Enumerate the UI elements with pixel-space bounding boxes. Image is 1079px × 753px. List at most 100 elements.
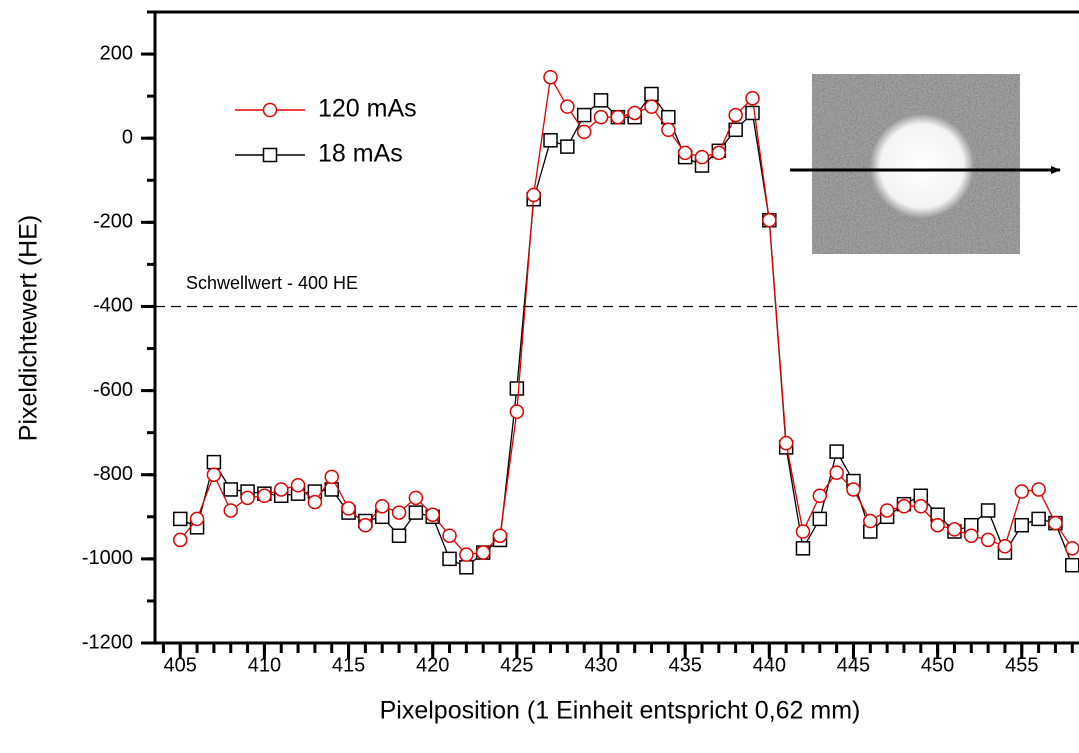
data-point	[576, 107, 592, 123]
x-axis-title: Pixelposition (1 Einheit entspricht 0,62…	[380, 697, 861, 725]
data-point	[240, 490, 255, 506]
legend-marker	[262, 147, 278, 163]
data-point	[661, 109, 676, 125]
data-point	[576, 124, 592, 140]
data-point	[896, 499, 912, 514]
legend-marker	[262, 102, 278, 118]
x-tick-label: 440	[753, 654, 786, 676]
data-point	[341, 501, 356, 516]
data-point	[829, 444, 844, 459]
data-point	[661, 122, 676, 138]
data-point	[189, 511, 205, 527]
data-point	[644, 99, 659, 114]
data-point	[1031, 482, 1046, 497]
data-point	[172, 511, 188, 527]
data-point	[442, 528, 457, 543]
data-point	[560, 139, 575, 154]
data-point	[846, 482, 861, 497]
data-point	[593, 93, 609, 108]
data-point	[964, 528, 979, 543]
y-tick-label: 0	[122, 126, 133, 148]
data-point	[324, 469, 339, 485]
legend-label: 18 mAs	[318, 140, 403, 168]
data-point	[358, 517, 373, 533]
data-point	[677, 145, 693, 161]
data-point	[812, 488, 828, 504]
data-point	[1014, 484, 1030, 499]
data-point	[778, 435, 794, 451]
data-point	[829, 465, 844, 480]
data-point	[172, 532, 188, 548]
data-point	[610, 109, 626, 125]
data-point	[745, 90, 760, 106]
data-point	[947, 522, 962, 537]
data-point	[913, 499, 929, 514]
y-axis-title: Pixeldichtewert (HE)	[15, 215, 43, 441]
data-point	[711, 145, 727, 161]
data-point	[560, 99, 575, 114]
data-point	[290, 478, 306, 493]
data-point	[492, 528, 508, 543]
y-tick-label: -800	[93, 463, 133, 485]
x-tick-label: 410	[248, 654, 281, 676]
data-point	[526, 187, 541, 203]
data-point	[1065, 541, 1079, 556]
data-point	[863, 513, 878, 529]
inset-image	[790, 74, 1061, 254]
data-point	[694, 149, 710, 165]
y-tick-label: -1200	[82, 631, 133, 653]
data-point	[762, 212, 777, 228]
data-point	[543, 133, 558, 148]
data-point	[509, 381, 525, 396]
data-point	[879, 503, 895, 518]
data-point	[391, 528, 407, 543]
data-point	[425, 507, 440, 522]
data-point	[475, 545, 491, 560]
x-tick-label: 435	[668, 654, 701, 676]
data-point	[459, 560, 474, 575]
data-point	[257, 488, 272, 504]
data-point	[509, 404, 525, 419]
data-point	[307, 494, 323, 510]
y-tick-label: -200	[93, 211, 133, 233]
data-point	[745, 105, 760, 121]
data-point	[442, 551, 457, 567]
data-point	[206, 454, 222, 470]
x-tick-label: 430	[584, 654, 617, 676]
data-point	[543, 69, 558, 85]
x-tick-label: 415	[332, 654, 365, 676]
data-point	[374, 499, 390, 514]
x-tick-label: 420	[416, 654, 449, 676]
data-point	[593, 109, 609, 125]
x-tick-label: 405	[164, 654, 197, 676]
data-point	[980, 503, 996, 518]
data-point	[1031, 511, 1046, 527]
data-point	[728, 107, 743, 123]
data-point	[812, 511, 828, 527]
data-point	[391, 505, 407, 520]
legend-label: 120 mAs	[318, 95, 417, 123]
data-point	[273, 482, 289, 497]
data-point	[1014, 517, 1030, 533]
data-point	[1048, 515, 1063, 531]
data-point	[795, 524, 811, 539]
data-point	[408, 490, 424, 506]
y-tick-label: -600	[93, 379, 133, 401]
data-point	[1065, 557, 1079, 573]
threshold-label: Schwellwert - 400 HE	[186, 273, 358, 293]
x-tick-label: 445	[837, 654, 870, 676]
y-tick-label: -400	[93, 295, 133, 317]
data-point	[930, 517, 945, 533]
y-tick-label: 200	[100, 42, 133, 64]
x-tick-label: 450	[921, 654, 954, 676]
data-point	[459, 547, 474, 562]
data-point	[795, 541, 811, 556]
data-point	[627, 105, 642, 121]
data-point	[980, 532, 996, 548]
x-tick-label: 425	[500, 654, 533, 676]
data-point	[408, 505, 424, 520]
x-tick-label: 455	[1005, 654, 1038, 676]
data-point	[206, 467, 222, 482]
